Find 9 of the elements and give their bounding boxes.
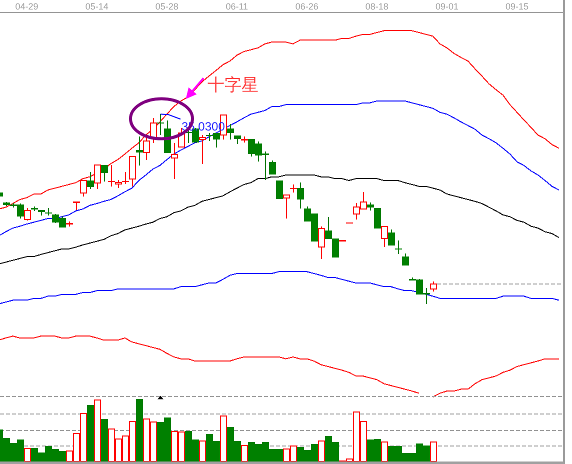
tick-label: 09-15 [505,1,528,12]
annotation: 十字星 [208,76,258,95]
tick-label: 05-28 [155,1,178,12]
tick-label: 05-14 [85,1,108,12]
tick-label: 09-01 [435,1,458,12]
tick-label: 06-26 [295,1,318,12]
tick-label: 08-18 [365,1,388,12]
tick-label: 06-11 [226,1,248,12]
tick-label: 04-29 [15,1,38,12]
